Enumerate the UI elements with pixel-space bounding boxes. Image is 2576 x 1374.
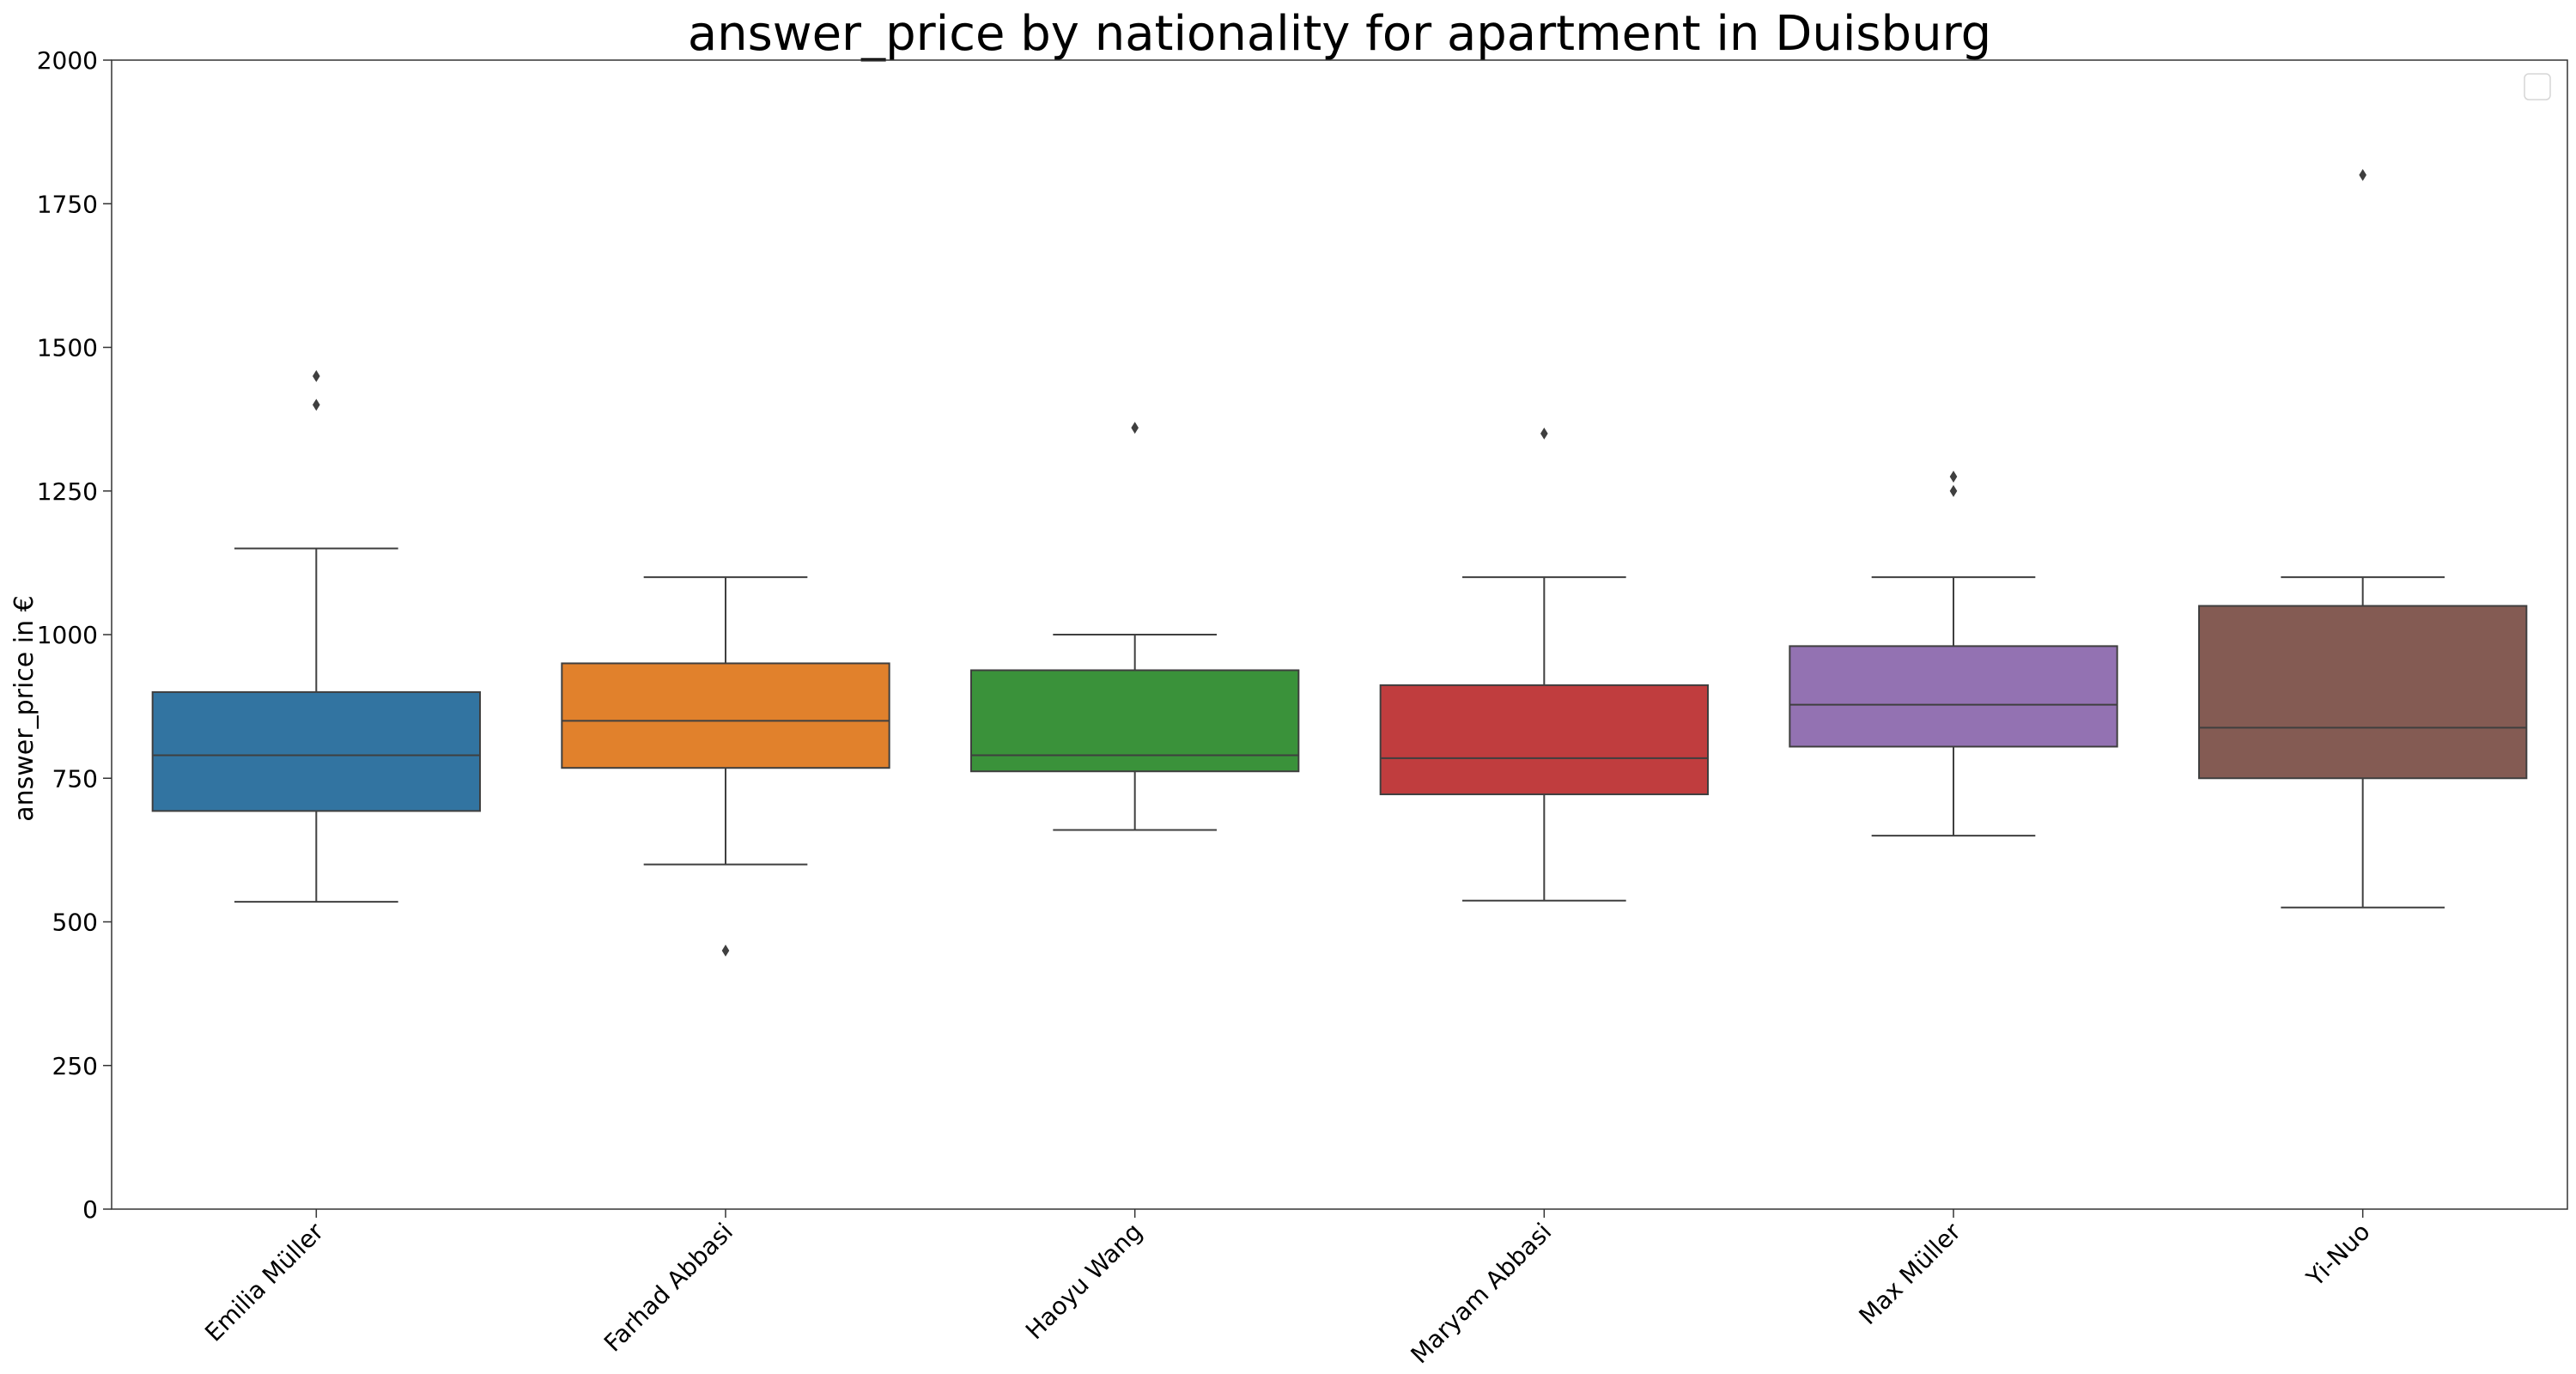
outlier-point	[1949, 484, 1958, 497]
outlier-point	[1949, 471, 1958, 483]
y-axis-label: answer_price in €	[9, 595, 39, 822]
y-tick-label: 1750	[37, 190, 98, 218]
y-tick-label: 1500	[37, 334, 98, 362]
y-tick-label: 250	[52, 1052, 98, 1080]
outlier-point	[1540, 427, 1548, 440]
box-5	[1789, 645, 2118, 748]
box-2	[561, 662, 890, 769]
box-3	[970, 669, 1300, 773]
outlier-point	[313, 398, 320, 411]
outlier-point	[313, 370, 320, 382]
x-tick-label: Emilia Müller	[199, 1217, 329, 1347]
y-tick-label: 1000	[37, 621, 98, 649]
x-tick-label: Max Müller	[1853, 1217, 1966, 1330]
y-tick-label: 1250	[37, 477, 98, 506]
y-tick-label: 500	[52, 909, 98, 937]
x-tick-label: Haoyu Wang	[1020, 1218, 1148, 1346]
y-tick-label: 2000	[37, 46, 98, 75]
outlier-point	[1131, 422, 1139, 435]
box-6	[2198, 605, 2528, 780]
chart-title: answer_price by nationality for apartmen…	[688, 6, 1991, 62]
plot-frame	[111, 59, 2568, 1210]
plot-area: 0 250 500 750 1000 1250 1500 1750 2000 Emilia Mül…	[37, 46, 2528, 1370]
empty-legend-box	[2524, 73, 2551, 100]
y-tick-label: 750	[52, 764, 98, 793]
x-tick-label: Farhad Abbasi	[598, 1218, 738, 1358]
outlier-point	[721, 945, 730, 957]
x-tick-label: Maryam Abbasi	[1406, 1218, 1558, 1370]
y-tick-label: 0	[82, 1195, 98, 1224]
box-1	[151, 690, 482, 812]
box-4	[1379, 684, 1709, 795]
outlier-point	[2359, 168, 2366, 181]
x-tick-label: Yi-Nuo	[2300, 1218, 2376, 1293]
